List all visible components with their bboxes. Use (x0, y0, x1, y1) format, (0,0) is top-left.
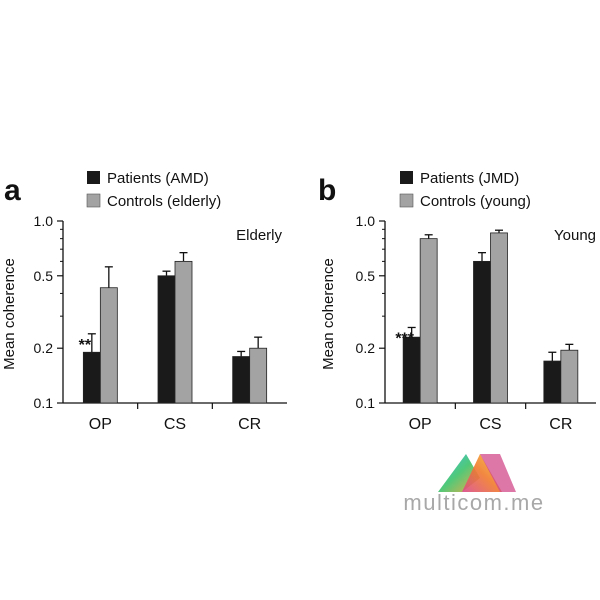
panel-b-y-tick-label: 1.0 (356, 213, 376, 229)
panel-a-y-tick-label: 0.5 (34, 268, 54, 284)
legend-label-controls-elderly: Controls (elderly) (107, 193, 221, 210)
legend-swatch-controls-young (399, 193, 414, 208)
panel-a-bar-cs-patients (157, 275, 176, 404)
panel-a-bar-cr-controls (249, 347, 268, 404)
panel-a-letter: a (4, 174, 21, 207)
panel-b-y-tick-label: 0.1 (356, 395, 376, 411)
panel-b-x-tick-label-cr: CR (549, 416, 572, 433)
panel-b-bar-cs-controls (490, 232, 508, 404)
panel-b-bar-cr-controls (560, 349, 579, 404)
panel-a-significance-marker: ** (79, 337, 92, 354)
panel-b-bar-cr-patients (543, 360, 562, 404)
panel-a: a Patients (AMD) Controls (elderly) Elde… (1, 170, 287, 433)
panel-a-bar-cr-patients (232, 356, 251, 404)
multicom-logo-icon (438, 454, 516, 492)
panel-a-x-tick-label-cr: CR (238, 416, 261, 433)
legend-label-patients-amd: Patients (AMD) (107, 170, 209, 187)
panel-b-y-axis-label: Mean coherence (320, 258, 337, 370)
panel-a-x-tick-label-op: OP (89, 416, 112, 433)
panel-b-bar-op-controls (419, 238, 438, 404)
panel-b-bar-cs-patients (473, 260, 491, 404)
legend-label-patients-jmd: Patients (JMD) (420, 170, 519, 187)
panel-a-bar-op-controls (99, 287, 118, 404)
panel-b-y-tick-label: 0.2 (356, 340, 376, 356)
panel-a-y-tick-label: 1.0 (34, 213, 54, 229)
panel-b-x-tick-label-cs: CS (479, 416, 501, 433)
legend-swatch-patients-amd (87, 171, 100, 184)
panel-b-x-tick-label-op: OP (409, 416, 432, 433)
panel-a-x-tick-label-cs: CS (164, 416, 186, 433)
panel-a-bar-op-patients (82, 351, 101, 404)
watermark-text: multicom.me (403, 490, 544, 515)
panel-a-plot: 1.0 0.5 0.2 0.1 OP CS CR ** (34, 213, 287, 433)
panel-b-legend: Patients (JMD) Controls (young) (399, 170, 531, 210)
panel-a-legend: Patients (AMD) Controls (elderly) (86, 170, 221, 210)
watermark: multicom.me (403, 454, 544, 515)
panel-b-significance-marker: *** (395, 330, 414, 347)
panel-b-group-label: Young (554, 227, 596, 244)
panel-a-group-label: Elderly (236, 227, 282, 244)
legend-swatch-patients-jmd (400, 171, 413, 184)
panel-a-y-tick-label: 0.2 (34, 340, 54, 356)
legend-swatch-controls-elderly (86, 193, 101, 208)
panel-b: b Patients (JMD) Controls (young) Young … (318, 170, 596, 433)
panel-b-letter: b (318, 174, 336, 207)
panel-a-bar-cs-controls (174, 260, 193, 404)
legend-label-controls-young: Controls (young) (420, 193, 531, 210)
panel-a-y-tick-label: 0.1 (34, 395, 54, 411)
panel-a-y-axis-label: Mean coherence (1, 258, 18, 370)
panel-b-y-tick-label: 0.5 (356, 268, 376, 284)
panel-b-plot: 1.0 0.5 0.2 0.1 OP CS CR *** (356, 213, 596, 433)
